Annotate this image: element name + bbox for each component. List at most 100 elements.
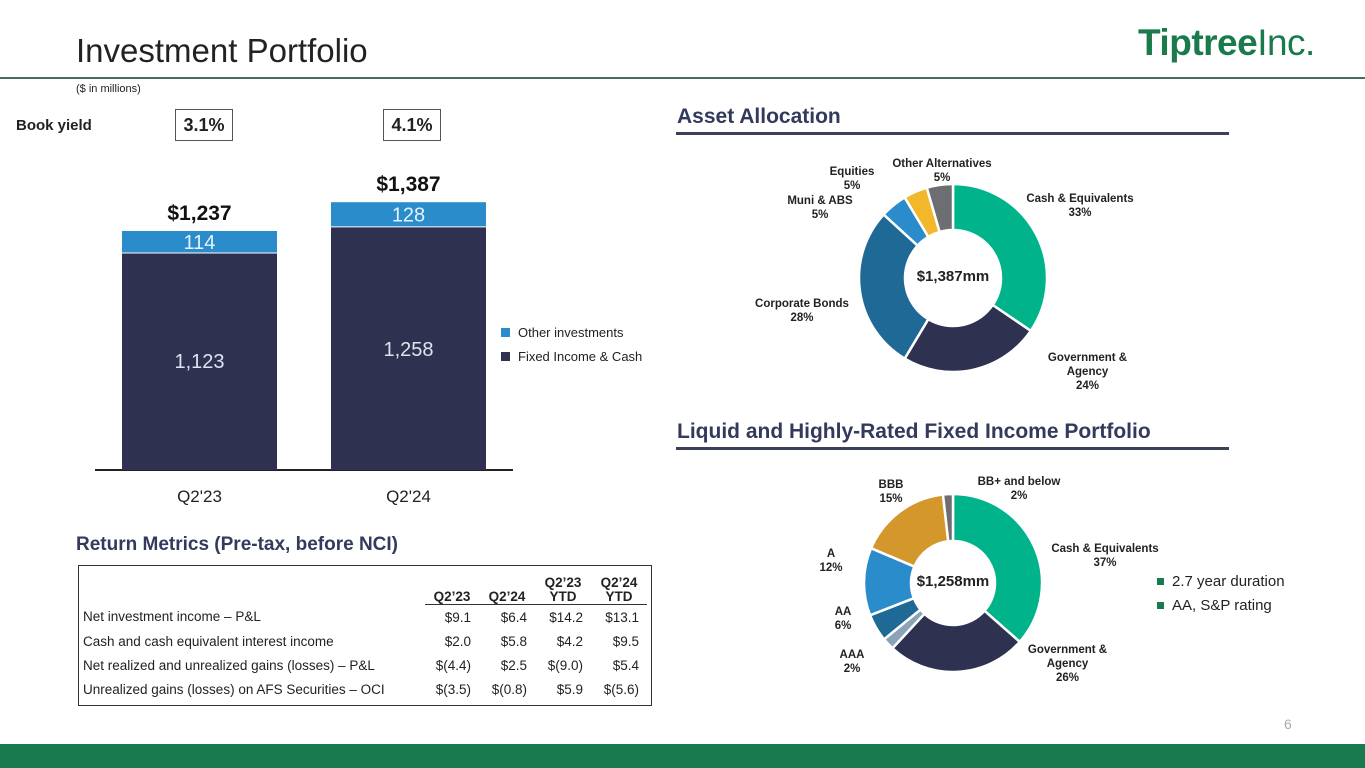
col-header-q2-23-ytd: Q2’23 YTD (535, 570, 591, 605)
legend-swatch-other (501, 328, 510, 337)
donut-slice-corporate-bonds (857, 212, 931, 361)
bar-value-label: 1,123 (174, 351, 224, 373)
label-fi-aa-pct: 6% (834, 620, 852, 632)
col-header-q2-24-ytd-l1: Q2’24 (600, 575, 638, 590)
cell-value: $9.1 (444, 609, 471, 625)
bar-other-1 (331, 202, 486, 227)
label-fi-aaa-name: AAA (839, 649, 865, 661)
table-header-blank (83, 570, 425, 605)
note-bullet-duration (1157, 578, 1164, 585)
table-row: Cash and cash equivalent interest income… (83, 629, 647, 653)
col-header-q2-23-ytd-l1: Q2’23 (544, 575, 582, 590)
label-fi-aa-name: AA (834, 606, 852, 618)
label-government-agency: Government & Agency 24% (1030, 351, 1145, 393)
cell-value: $2.0 (444, 633, 471, 649)
label-other-alternatives: Other Alternatives 5% (876, 157, 1008, 185)
label-fi-a: A 12% (804, 547, 858, 575)
stacked-bar-chart: 1,123 114 $1,237 Q2'23 1,258 128 $1,387 Q2'24 (95, 173, 513, 506)
note-bullet-rating (1157, 602, 1164, 609)
asset-allocation-title: Asset Allocation (677, 105, 841, 128)
col-header-q2-24-l1: Q2’24 (488, 589, 526, 604)
label-muni-abs-name: Muni & ABS (787, 195, 853, 207)
cell-value: $5.4 (612, 657, 639, 673)
donut-slice-other-alternatives (925, 182, 955, 234)
asset-allocation-donut (857, 182, 1049, 374)
label-cash-equivalents-name: Cash & Equivalents (1026, 193, 1134, 205)
label-cash-equivalents: Cash & Equivalents 33% (1010, 192, 1150, 220)
donut-slice-bb-and-below (941, 492, 955, 543)
row-label: Net investment income – P&L (83, 609, 261, 625)
cell-value: $5.9 (556, 681, 583, 697)
label-fi-a-name: A (826, 548, 836, 560)
donut-slice-cash-equivalents (951, 182, 1049, 333)
bar-value-label: 114 (184, 232, 216, 254)
label-fi-bbb-name: BBB (878, 479, 904, 491)
logo-main-text: Tiptree (1138, 22, 1258, 63)
row-label: Net realized and unrealized gains (losse… (83, 657, 375, 673)
label-fi-bbb-pct: 15% (879, 493, 903, 505)
table-row: Net investment income – P&L $9.1 $6.4 $1… (83, 605, 647, 630)
label-government-agency-name: Government & Agency (1047, 352, 1128, 378)
cell-value: $(3.5) (435, 681, 471, 697)
row-label: Cash and cash equivalent interest income (83, 633, 334, 649)
col-header-q2-23: Q2’23 (425, 570, 479, 605)
label-fi-government-agency-pct: 26% (1055, 672, 1080, 684)
col-header-q2-24-ytd-l2: YTD (605, 589, 633, 604)
fixed-income-rule (676, 447, 1229, 450)
col-header-q2-23-ytd-l2: YTD (549, 589, 577, 604)
bar-total-label: $1,387 (376, 173, 440, 196)
col-header-q2-24: Q2’24 (479, 570, 535, 605)
label-muni-abs-pct: 5% (811, 209, 829, 221)
label-fi-aaa: AAA 2% (822, 648, 882, 676)
label-muni-abs: Muni & ABS 5% (770, 194, 870, 222)
col-header-q2-23-l1: Q2’23 (433, 589, 471, 604)
label-equities-name: Equities (829, 166, 875, 178)
label-fi-government-agency: Government & Agency 26% (1010, 643, 1125, 685)
label-other-alternatives-pct: 5% (933, 172, 951, 184)
cell-value: $(9.0) (547, 657, 583, 673)
label-equities-pct: 5% (843, 180, 861, 192)
label-fi-aa: AA 6% (816, 605, 870, 633)
page-number: 6 (1284, 716, 1292, 732)
label-cash-equivalents-pct: 33% (1068, 207, 1092, 219)
cell-value: $9.5 (612, 633, 639, 649)
page-title: Investment Portfolio (76, 32, 368, 69)
bar-value-label: 1,258 (383, 339, 433, 361)
cell-value: $14.2 (549, 609, 583, 625)
label-fi-bb-below: BB+ and below 2% (962, 475, 1076, 503)
book-yield-label: Book yield (16, 117, 92, 134)
label-other-alternatives-name: Other Alternatives (892, 158, 992, 170)
label-government-agency-pct: 24% (1075, 380, 1100, 392)
bar-category-label: Q2'23 (177, 487, 222, 506)
label-fi-bb-below-pct: 2% (1010, 490, 1028, 502)
cell-value: $4.2 (556, 633, 583, 649)
donut-slice-government-agency (902, 303, 1033, 374)
donut1-center-total: $1,387mm (916, 268, 990, 285)
legend-swatch-fixed (501, 352, 510, 361)
logo-suffix-text: Inc. (1257, 22, 1315, 63)
bar-category-label: Q2'24 (386, 487, 431, 506)
cell-value: $(4.4) (435, 657, 471, 673)
col-header-q2-24-ytd: Q2’24 YTD (591, 570, 647, 605)
label-fi-bb-below-name: BB+ and below (977, 476, 1061, 488)
company-logo: TiptreeInc. (1138, 22, 1315, 64)
note-duration: 2.7 year duration (1172, 573, 1285, 590)
legend-other-investments: Other investments (518, 325, 624, 340)
bar-other-0 (122, 230, 277, 254)
label-corporate-bonds-pct: 28% (790, 312, 814, 324)
return-metrics-table: Q2’23 Q2’24 Q2’23 YTD Q2’24 YTD Net invest… (83, 570, 647, 701)
bar-fixed-1 (331, 226, 486, 470)
legend-fixed-income: Fixed Income & Cash (518, 349, 643, 364)
cell-value: $(0.8) (491, 681, 527, 697)
cell-value: $2.5 (500, 657, 527, 673)
label-corporate-bonds-name: Corporate Bonds (755, 298, 849, 310)
fixed-income-donut (862, 492, 1044, 674)
label-fi-cash-equivalents-name: Cash & Equivalents (1051, 543, 1159, 555)
bar-fixed-0 (122, 253, 277, 470)
footer-band (0, 744, 1365, 768)
fixed-income-title: Liquid and Highly-Rated Fixed Income Por… (677, 420, 1151, 443)
bar-value-label: 128 (392, 205, 425, 227)
header-divider (0, 77, 1365, 79)
return-metrics-title: Return Metrics (Pre-tax, before NCI) (76, 534, 399, 555)
table-row: Unrealized gains (losses) on AFS Securit… (83, 677, 647, 701)
